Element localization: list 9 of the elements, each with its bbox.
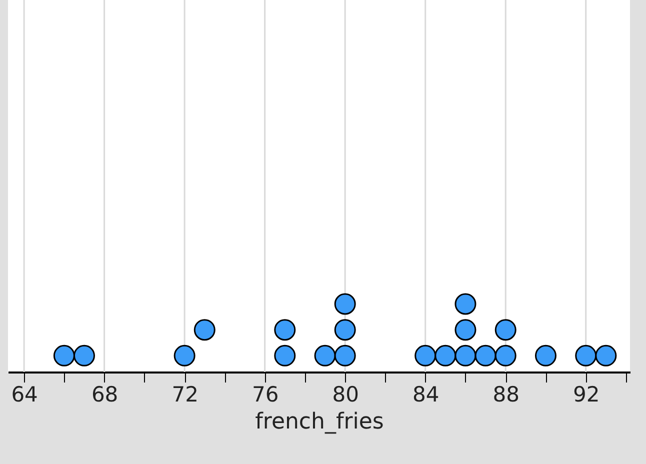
x-tick-label: 64 <box>11 382 38 406</box>
x-tick-label: 72 <box>172 382 198 406</box>
x-tick-label: 88 <box>492 382 520 406</box>
x-axis-title: french_fries <box>255 410 384 434</box>
x-tick-label: 92 <box>572 382 600 406</box>
x-tick-label: 80 <box>332 382 359 406</box>
x-tick-label: 68 <box>91 382 118 406</box>
x-tick-label: 76 <box>252 382 279 406</box>
x-tick-label: 84 <box>412 382 440 406</box>
